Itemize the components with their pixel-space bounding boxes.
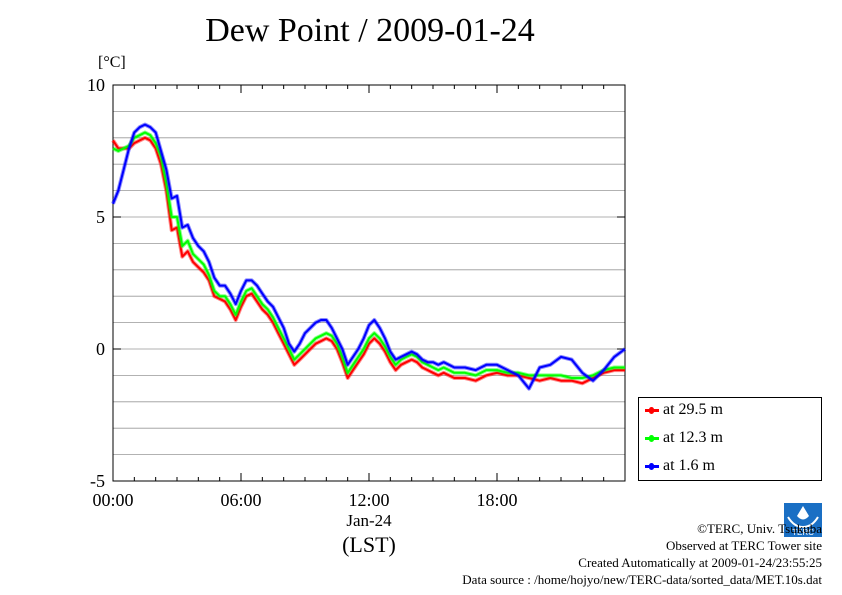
x-tick-label: 06:00 [220, 490, 261, 510]
created-text: Created Automatically at 2009-01-24/23:5… [578, 555, 822, 570]
series-line [112, 131, 625, 379]
x-date-label: Jan-24 [346, 511, 392, 530]
logo-text: TERC [792, 528, 814, 537]
terc-logo-icon: TERC [784, 503, 822, 537]
y-tick-label: 0 [96, 339, 105, 359]
legend-swatch [645, 434, 659, 442]
x-tick-label: 00:00 [92, 490, 133, 510]
legend-label: at 12.3 m [663, 429, 723, 446]
chart-legend: at 29.5 m at 12.3 m at 1.6 m [638, 397, 822, 481]
plot-frame [112, 84, 626, 482]
legend-label: at 29.5 m [663, 401, 723, 418]
observed-text: Observed at TERC Tower site [665, 538, 822, 553]
series-line [112, 136, 625, 385]
legend-swatch [645, 462, 659, 470]
legend-item: at 1.6 m [645, 456, 715, 476]
x-tick-label: 12:00 [348, 490, 389, 510]
x-tick-label: 18:00 [476, 490, 517, 510]
data-source-text: Data source : /home/hojyo/new/TERC-data/… [462, 572, 822, 587]
legend-item: at 29.5 m [645, 400, 723, 420]
series-line [112, 123, 626, 390]
copyright-text: ©TERC, Univ. Tsukuba [697, 521, 822, 536]
legend-swatch [645, 406, 659, 414]
y-axis-unit-label: [°C] [98, 54, 126, 71]
y-tick-label: 10 [87, 75, 105, 95]
x-axis-label: (LST) [342, 532, 396, 557]
y-tick-label: 5 [96, 207, 105, 227]
y-tick-label: -5 [90, 471, 105, 491]
legend-item: at 12.3 m [645, 428, 723, 448]
series-line-halo [111, 135, 625, 386]
legend-label: at 1.6 m [663, 457, 715, 474]
page-title: Dew Point / 2009-01-24 [205, 12, 535, 49]
